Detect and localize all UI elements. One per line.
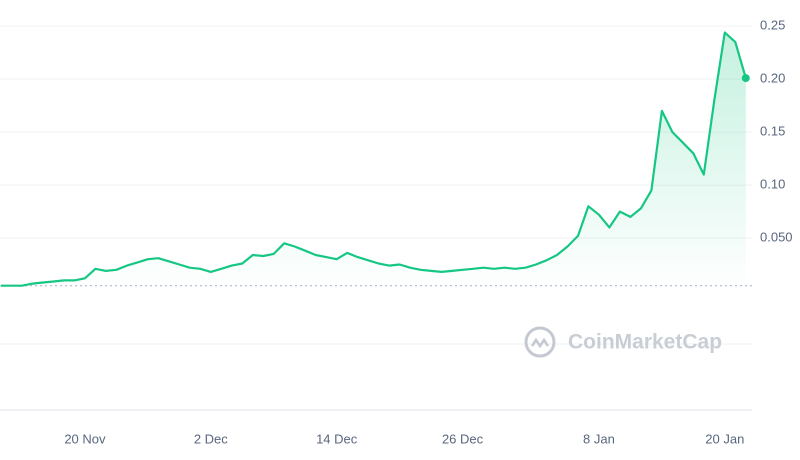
x-tick-label: 8 Jan — [583, 431, 615, 446]
watermark: CoinMarketCap — [568, 331, 722, 354]
x-tick-label: 26 Dec — [442, 431, 484, 446]
price-line — [1, 31, 747, 287]
y-tick-label: 0.25 — [760, 18, 785, 33]
x-tick-label: 20 Nov — [64, 431, 106, 446]
y-tick-label: 0.20 — [760, 71, 785, 86]
last-point — [741, 74, 750, 83]
area — [1, 32, 746, 291]
x-tick-label: 20 Jan — [705, 431, 744, 446]
y-tick-label: 0.050 — [760, 229, 793, 244]
x-tick-label: 14 Dec — [316, 431, 358, 446]
watermark-logo — [524, 326, 556, 358]
x-tick-label: 2 Dec — [194, 431, 228, 446]
y-tick-label: 0.10 — [760, 177, 785, 192]
y-tick-label: 0.15 — [760, 124, 785, 139]
